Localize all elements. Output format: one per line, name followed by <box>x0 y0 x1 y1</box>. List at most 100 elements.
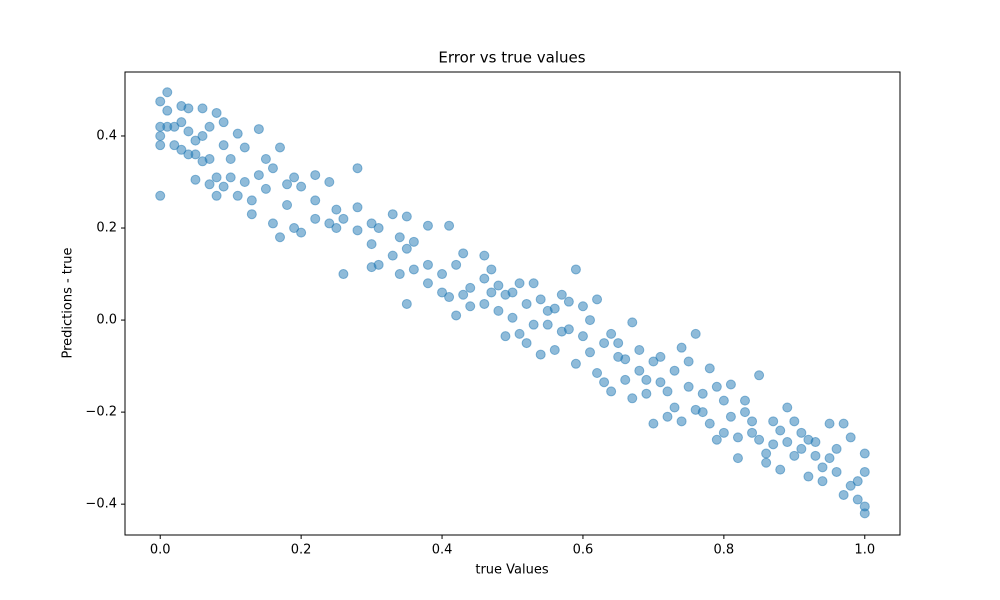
point <box>451 259 462 270</box>
point <box>514 278 525 289</box>
point <box>549 303 560 314</box>
point <box>641 374 652 385</box>
point <box>683 356 694 367</box>
point <box>479 273 490 284</box>
point <box>627 393 638 404</box>
point <box>225 172 236 183</box>
point <box>366 218 377 229</box>
point <box>486 287 497 298</box>
point <box>585 315 595 326</box>
x-tick-label: 0.4 <box>432 543 453 558</box>
point <box>310 213 321 224</box>
chart-title: Error vs true values <box>438 49 585 67</box>
point <box>859 501 870 512</box>
point <box>373 223 384 234</box>
point <box>394 269 405 280</box>
point <box>352 163 363 174</box>
point <box>500 331 511 342</box>
point <box>740 407 750 418</box>
point <box>197 103 208 114</box>
point <box>740 395 750 406</box>
point <box>275 232 285 243</box>
point <box>725 411 736 422</box>
point <box>747 427 758 438</box>
point <box>732 432 743 443</box>
point <box>570 264 581 275</box>
x-tick-label: 0.2 <box>291 543 312 558</box>
point <box>267 163 278 174</box>
point <box>486 264 497 275</box>
point <box>824 418 835 429</box>
point <box>683 381 694 392</box>
point <box>331 223 342 234</box>
point <box>704 363 715 374</box>
point <box>648 418 659 429</box>
point <box>690 328 701 339</box>
point <box>225 153 236 164</box>
point <box>394 232 405 243</box>
y-axis-label: Predictions - true <box>61 248 76 359</box>
point <box>796 443 807 454</box>
point <box>324 218 335 229</box>
point <box>190 174 201 185</box>
point <box>718 395 729 406</box>
point <box>190 135 201 146</box>
x-tick-label: 0.6 <box>573 543 594 558</box>
point <box>253 170 264 181</box>
point <box>169 121 180 132</box>
point <box>401 298 412 309</box>
point <box>725 379 736 390</box>
point <box>183 126 194 137</box>
point <box>352 225 363 236</box>
point <box>810 437 821 448</box>
point <box>296 181 307 192</box>
point <box>444 292 455 303</box>
point <box>549 344 560 355</box>
point <box>662 411 673 422</box>
y-tick-label: 0.0 <box>96 313 117 328</box>
point <box>852 476 863 487</box>
point <box>289 223 300 234</box>
point <box>204 179 215 190</box>
point <box>747 416 758 427</box>
point <box>197 130 208 141</box>
point <box>676 342 687 353</box>
point <box>789 416 800 427</box>
point <box>260 153 271 164</box>
point <box>162 105 173 116</box>
point <box>521 338 532 349</box>
point <box>458 289 469 300</box>
point <box>542 319 553 330</box>
point <box>437 287 448 298</box>
point <box>704 418 715 429</box>
point <box>620 374 631 385</box>
point <box>535 294 546 305</box>
point <box>246 209 257 220</box>
point <box>282 200 293 211</box>
point <box>451 310 462 321</box>
point <box>761 457 772 468</box>
point <box>711 434 722 445</box>
point <box>521 298 532 309</box>
point <box>479 250 490 261</box>
point <box>754 434 765 445</box>
point <box>260 183 271 194</box>
point <box>648 356 659 367</box>
point <box>218 181 229 192</box>
plot-frame <box>124 71 901 536</box>
point <box>669 365 680 376</box>
point <box>662 386 673 397</box>
point <box>761 448 772 459</box>
point <box>155 140 166 151</box>
point <box>852 494 863 505</box>
point <box>507 287 518 298</box>
point <box>592 367 603 378</box>
point <box>824 453 835 464</box>
point <box>655 351 666 362</box>
point <box>162 87 173 98</box>
point <box>282 179 293 190</box>
point <box>655 377 666 388</box>
point <box>218 140 229 151</box>
point <box>493 305 504 316</box>
